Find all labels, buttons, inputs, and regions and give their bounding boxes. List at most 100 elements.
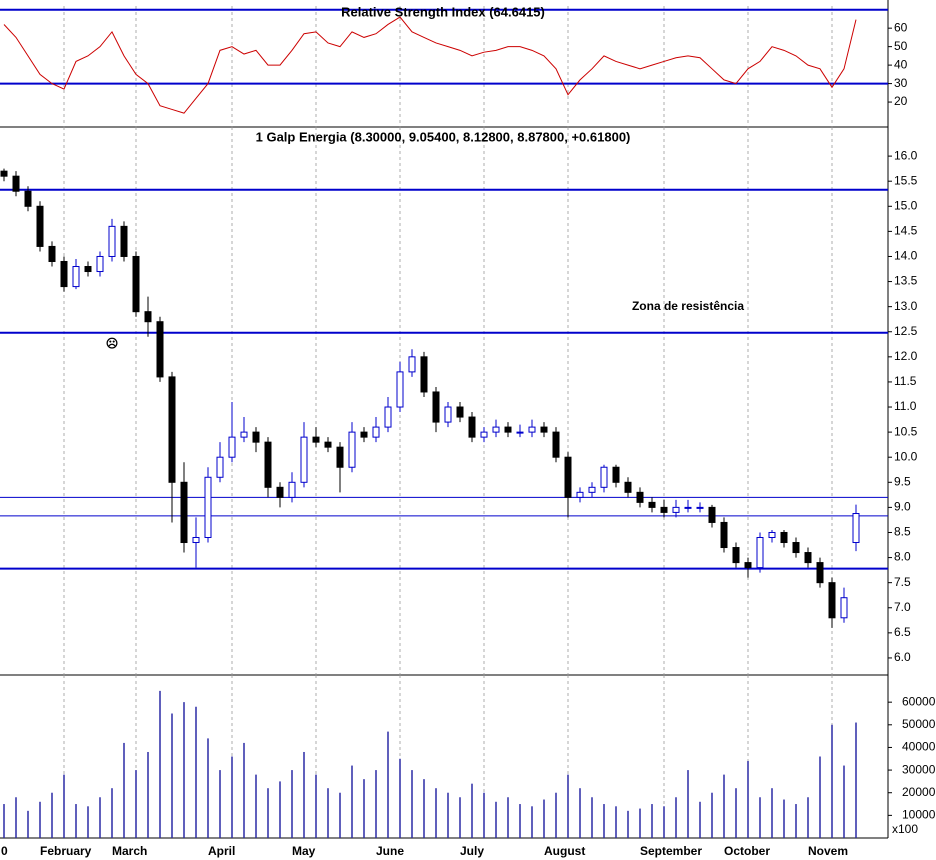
candle-body [684,506,692,509]
candle-body [60,260,68,288]
x-tick-label: July [460,844,484,858]
candle-body [252,431,260,443]
candle-body [456,406,464,418]
candle-body [396,371,404,408]
y-tick-label: 7.0 [894,600,911,614]
candle-body [780,531,788,544]
candle-body [732,547,740,564]
candle-body [420,356,428,393]
candle-body [648,501,656,508]
candle-body [264,441,272,488]
candle-body [852,513,860,544]
x-tick-label: 0 [1,844,8,858]
y-tick-label: 30000 [902,762,936,776]
candle-body [432,391,440,423]
candle-body [276,486,284,498]
y-tick-label: 12.0 [894,349,918,363]
annotation: Zona de resistência [632,299,744,313]
annotation: ☹ [106,336,119,350]
x-tick-label: August [544,844,585,858]
candle-body [312,436,320,443]
panel-title: 1 Galp Energia (8.30000, 9.05400, 8.1280… [256,129,631,144]
candle-body [516,431,524,434]
candle-body [12,175,20,192]
candle-body [480,431,488,438]
y-tick-label: 60000 [902,694,936,708]
candle-body [804,552,812,564]
y-tick-label: 7.5 [894,575,911,589]
candle-body [348,431,356,468]
y-tick-label: 8.0 [894,550,911,564]
candle-body [384,406,392,428]
candle-body [756,536,764,569]
x-tick-label: June [376,844,404,858]
candle-body [324,441,332,448]
x-tick-label: April [208,844,235,858]
candle-body [72,266,80,288]
unit-label: x100 [892,822,918,836]
y-tick-label: 50000 [902,717,936,731]
candle-body [372,426,380,438]
y-tick-label: 60 [894,20,908,34]
y-tick-label: 6.5 [894,625,911,639]
y-tick-label: 9.0 [894,500,911,514]
candle-body [360,431,368,438]
x-tick-label: September [640,844,702,858]
x-tick-label: February [40,844,92,858]
candle-body [192,536,200,544]
candle-body [672,506,680,513]
y-tick-label: 40 [894,57,908,71]
candle-body [564,456,572,498]
y-tick-label: 13.5 [894,274,918,288]
candle-body [96,255,104,273]
candle-body [300,436,308,483]
candle-body [444,406,452,423]
candle-body [180,481,188,544]
candle-body [24,190,32,207]
candle-body [492,426,500,433]
candle-body [336,446,344,468]
candle-body [744,562,752,569]
candle-body [600,466,608,488]
y-tick-label: 16.0 [894,148,918,162]
y-tick-label: 10.0 [894,449,918,463]
x-tick-label: October [724,844,770,858]
candle-body [708,506,716,523]
y-tick-label: 20000 [902,785,936,799]
y-tick-label: 13.0 [894,299,918,313]
candle-body [792,542,800,554]
candle-body [144,311,152,323]
x-tick-label: March [112,844,147,858]
candle-body [132,255,140,313]
candle-body [240,431,248,438]
candle-body [504,426,512,433]
rsi-line [3,16,857,114]
candle-body [768,531,776,538]
y-tick-label: 50 [894,39,908,53]
candle-body [408,356,416,373]
y-tick-label: 30 [894,76,908,90]
candle-body [528,426,536,433]
candle-body [84,266,92,273]
x-tick-label: Novem [808,844,848,858]
candle-body [576,491,584,498]
y-tick-label: 10000 [902,808,936,822]
candle-body [156,321,164,378]
candle-body [204,476,212,538]
candle-body [468,416,476,438]
candle-body [216,456,224,478]
y-tick-label: 6.0 [894,650,911,664]
candle-body [48,245,56,262]
y-tick-label: 11.0 [894,399,917,413]
y-tick-label: 15.5 [894,173,918,187]
candle-body [612,466,620,483]
y-tick-label: 9.5 [894,474,911,488]
candle-body [696,506,704,509]
candle-body [720,521,728,549]
y-tick-label: 15.0 [894,198,918,212]
y-tick-label: 8.5 [894,525,911,539]
candle-body [624,481,632,493]
y-tick-label: 40000 [902,740,936,754]
